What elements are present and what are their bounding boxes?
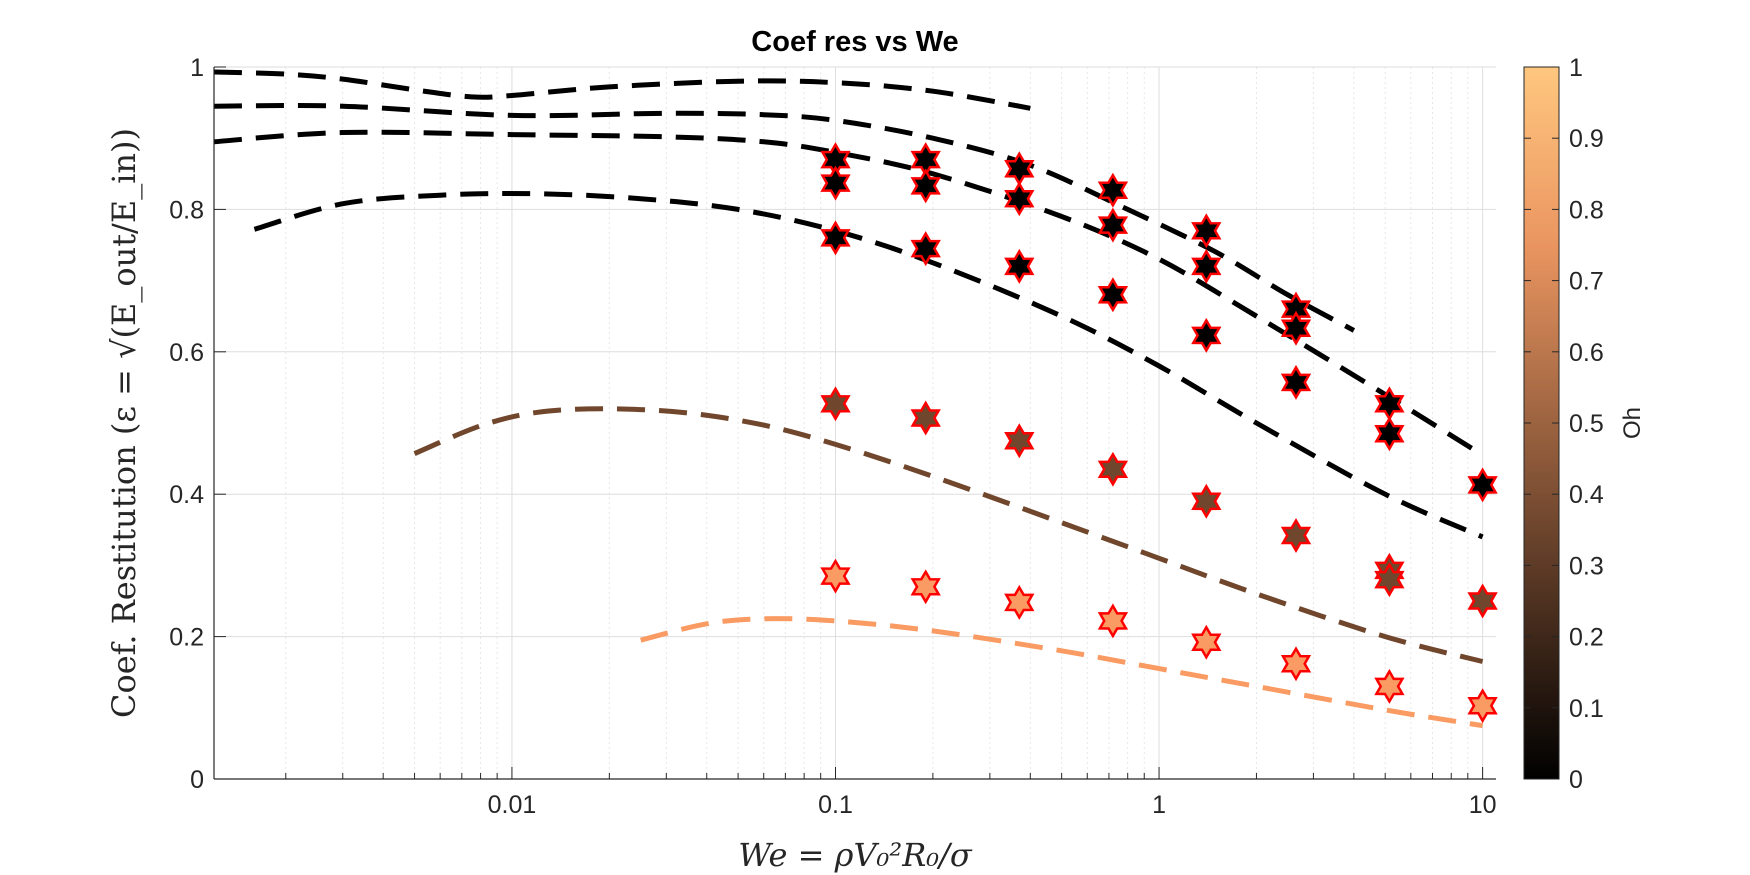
data-point: [1467, 688, 1498, 724]
model-curve-5: [413, 406, 1484, 664]
y-tick-label: 0.2: [169, 624, 204, 652]
x-ticks: 0.01 0.1 1 10: [285, 767, 1497, 819]
data-point: [1097, 451, 1129, 487]
data-point: [1191, 248, 1222, 284]
data-point: [1097, 603, 1129, 639]
x-tick-label: 10: [1469, 791, 1497, 819]
data-point: [1004, 584, 1035, 620]
data-point: [910, 168, 941, 204]
data-point: [1467, 583, 1498, 619]
model-curve-2: [214, 102, 1356, 333]
colorbar-tick-label: 1: [1569, 54, 1583, 82]
chart-title: Coef res vs We: [751, 26, 958, 58]
y-tick-label: 1: [190, 54, 204, 82]
colorbar-tick-label: 0.4: [1569, 481, 1604, 509]
colorbar-tick-label: 0.3: [1569, 552, 1604, 580]
colorbar-label: Oh: [1619, 407, 1646, 439]
data-point: [820, 386, 851, 422]
colorbar-tick-label: 0.5: [1569, 410, 1604, 438]
x-axis-label: We = ρV₀²R₀/σ: [738, 836, 973, 874]
model-curves: [214, 69, 1484, 729]
colorbar: 0 0.1 0.2 0.3 0.4 0.5 0.6 0.7 0.8 0.9 1 Oh: [1523, 54, 1646, 794]
data-point: [1374, 668, 1405, 704]
data-point: [820, 220, 851, 256]
model-curve-6: [640, 616, 1483, 729]
data-point: [1280, 518, 1312, 553]
data-point: [910, 569, 941, 605]
colorbar-tick-label: 0.8: [1569, 196, 1604, 224]
data-point: [1280, 310, 1312, 346]
colorbar-tick-label: 0.2: [1569, 624, 1604, 652]
y-ticks: 0 0.2 0.4 0.6 0.8 1: [169, 54, 226, 794]
data-point: [1374, 416, 1405, 452]
data-point: [1191, 483, 1222, 519]
data-point: [820, 165, 851, 201]
data-point: [910, 400, 941, 436]
data-point: [1191, 317, 1222, 353]
y-tick-label: 0.4: [169, 481, 204, 509]
axes: [213, 67, 1496, 780]
colorbar-tick-label: 0.9: [1569, 125, 1604, 153]
data-point: [1191, 213, 1222, 249]
colorbar-tick-label: 0: [1569, 766, 1583, 794]
data-point: [1004, 248, 1035, 284]
data-point: [1191, 624, 1222, 660]
colorbar-tick-label: 0.6: [1569, 339, 1604, 367]
data-point: [1280, 364, 1312, 400]
x-tick-label: 1: [1152, 791, 1166, 819]
data-point: [1004, 181, 1035, 217]
colorbar-tick-label: 0.7: [1569, 268, 1604, 296]
data-point: [1097, 277, 1129, 313]
y-tick-label: 0: [190, 766, 204, 794]
data-points: [820, 142, 1498, 724]
data-point: [910, 231, 941, 267]
data-point: [820, 558, 851, 594]
y-tick-label: 0.8: [169, 196, 204, 224]
y-tick-label: 0.6: [169, 339, 204, 367]
model-curve-4: [253, 190, 1484, 540]
data-point: [1097, 172, 1129, 208]
data-point: [1004, 423, 1035, 459]
x-tick-label: 0.1: [818, 791, 853, 819]
y-axis-label: Coef. Restitution (ε = √(E_out/E_in)): [105, 128, 143, 718]
plot-area: [214, 67, 1496, 779]
colorbar-tick-label: 0.1: [1569, 695, 1604, 723]
model-curve-3: [214, 129, 1484, 458]
data-point: [1374, 562, 1405, 598]
data-point: [1467, 467, 1498, 503]
x-tick-label: 0.01: [488, 791, 537, 819]
data-point: [1097, 207, 1129, 243]
data-point: [1280, 646, 1312, 682]
colorbar-ticks: 0 0.1 0.2 0.3 0.4 0.5 0.6 0.7 0.8 0.9 1: [1524, 54, 1604, 794]
